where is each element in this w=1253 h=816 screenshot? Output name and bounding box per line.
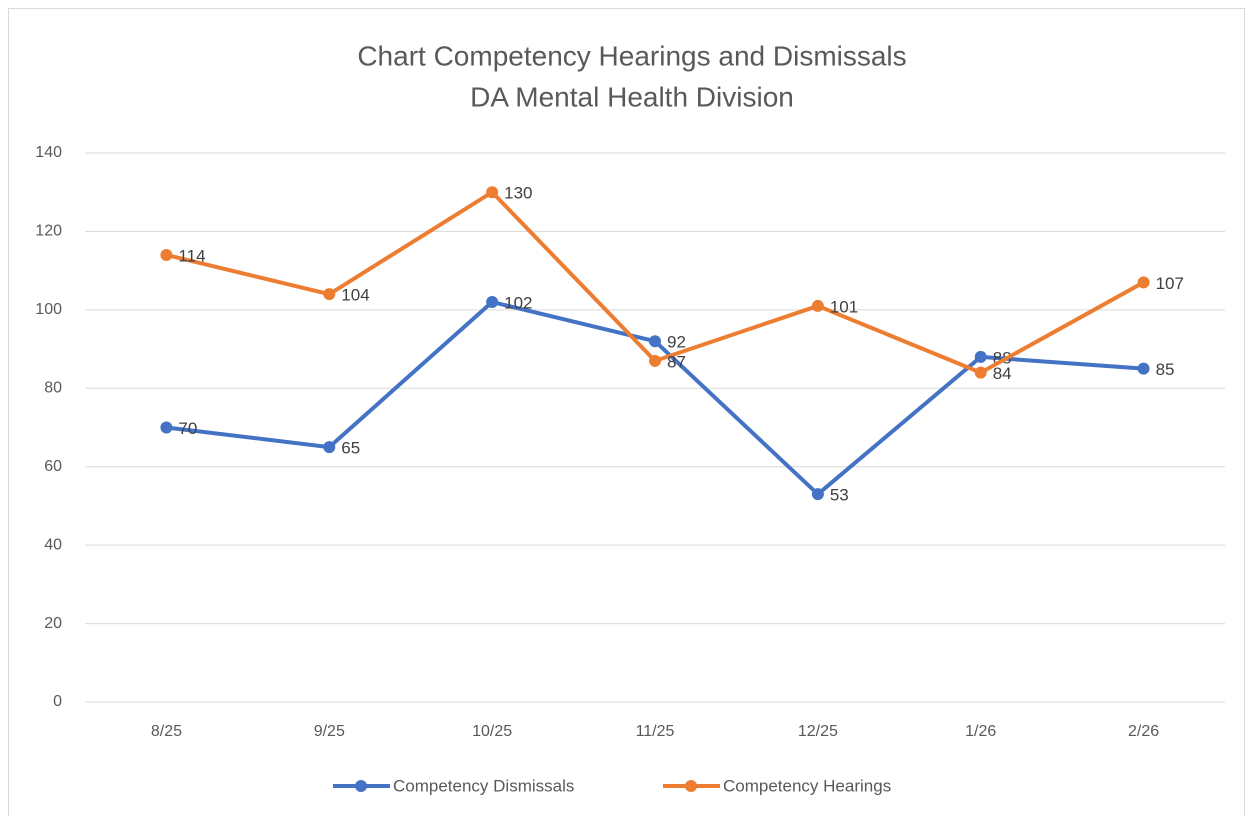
y-tick-label: 40 <box>44 536 62 553</box>
marker <box>649 335 661 348</box>
legend-label: Competency Hearings <box>723 776 891 795</box>
y-tick-label: 60 <box>44 458 62 475</box>
x-tick-label: 11/25 <box>636 723 675 740</box>
data-label: 107 <box>1156 274 1184 293</box>
data-label: 92 <box>667 333 686 352</box>
legend-marker <box>685 780 697 792</box>
marker <box>160 421 173 434</box>
marker <box>974 366 987 379</box>
data-label: 102 <box>504 293 532 312</box>
marker <box>323 441 336 454</box>
legend-label: Competency Dismissals <box>393 776 574 795</box>
data-label: 130 <box>504 184 532 203</box>
x-tick-label: 12/25 <box>798 723 838 740</box>
marker <box>486 296 499 309</box>
data-label: 87 <box>667 352 686 371</box>
x-tick-label: 9/25 <box>314 723 345 740</box>
y-tick-label: 80 <box>44 380 62 397</box>
data-label: 53 <box>830 486 849 505</box>
x-tick-label: 2/26 <box>1128 723 1159 740</box>
marker <box>1137 362 1150 375</box>
chart-border <box>8 8 1245 816</box>
y-tick-label: 100 <box>35 301 62 318</box>
y-tick-label: 140 <box>35 144 62 161</box>
marker <box>974 350 987 363</box>
data-label: 70 <box>178 419 197 438</box>
marker <box>486 186 499 199</box>
x-tick-label: 10/25 <box>472 723 512 740</box>
data-label: 84 <box>993 364 1012 383</box>
marker <box>160 248 173 261</box>
marker <box>649 354 661 367</box>
chart-title: Chart Competency Hearings and Dismissals <box>357 40 906 71</box>
y-tick-label: 120 <box>35 223 62 240</box>
data-label: 101 <box>830 297 858 316</box>
marker <box>811 488 824 501</box>
data-label: 85 <box>1156 360 1175 379</box>
chart-subtitle: DA Mental Health Division <box>470 81 794 112</box>
data-label: 114 <box>178 246 205 265</box>
y-tick-label: 20 <box>44 615 62 632</box>
x-tick-label: 8/25 <box>151 723 182 740</box>
x-tick-label: 1/26 <box>965 723 996 740</box>
y-tick-label: 0 <box>53 693 62 710</box>
legend-marker <box>355 780 367 792</box>
marker <box>1137 276 1150 289</box>
marker <box>811 299 824 312</box>
marker <box>323 288 336 301</box>
data-label: 104 <box>341 286 369 305</box>
data-label: 65 <box>341 439 360 458</box>
